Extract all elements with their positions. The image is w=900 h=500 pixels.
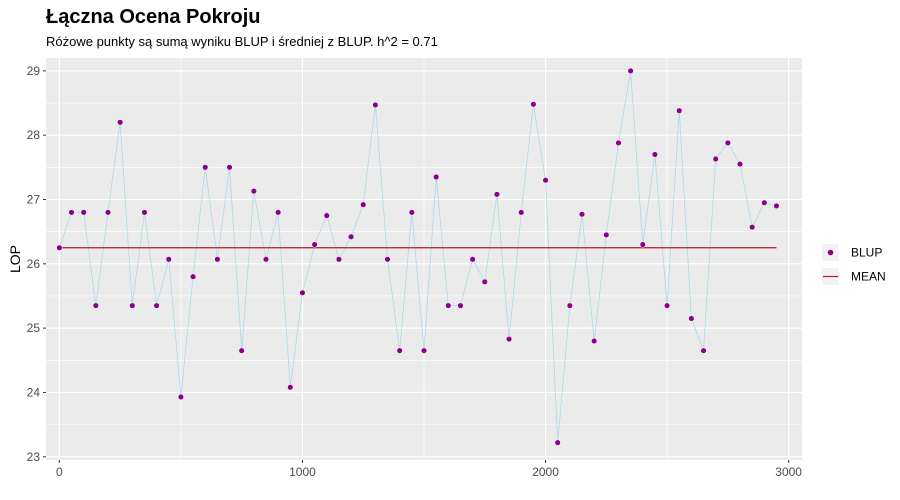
legend-point-symbol xyxy=(827,249,834,256)
series-layer xyxy=(56,67,780,446)
blup-point xyxy=(554,439,561,446)
blup-point xyxy=(250,188,257,195)
blup-point xyxy=(518,209,525,216)
blup-point xyxy=(469,256,476,263)
blup-point xyxy=(506,336,513,343)
blup-point xyxy=(639,241,646,248)
blup-point xyxy=(542,177,549,184)
y-tick-label: 26 xyxy=(27,257,41,271)
y-axis-title: LOP xyxy=(7,245,23,273)
legend: BLUP MEAN xyxy=(822,244,886,285)
blup-point xyxy=(299,289,306,296)
y-tick-label: 23 xyxy=(27,450,41,464)
blup-point xyxy=(335,256,342,263)
y-tick-label: 28 xyxy=(27,128,41,142)
blup-point xyxy=(445,302,452,309)
blup-point xyxy=(724,139,731,146)
blup-point xyxy=(773,202,780,209)
x-tick-label: 2000 xyxy=(532,465,559,479)
blup-point xyxy=(396,347,403,354)
blup-point xyxy=(56,244,63,251)
blup-point xyxy=(676,107,683,114)
blup-point xyxy=(214,256,221,263)
blup-point xyxy=(92,302,99,309)
blup-point xyxy=(712,155,719,163)
blup-point xyxy=(384,256,391,263)
blup-point xyxy=(615,139,622,146)
blup-point xyxy=(287,384,294,391)
blup-point xyxy=(177,393,184,401)
blup-point xyxy=(68,209,75,216)
blup-point xyxy=(360,201,367,208)
blup-point xyxy=(104,209,112,216)
blup-point xyxy=(153,302,160,309)
legend-label: BLUP xyxy=(851,246,882,260)
blup-point xyxy=(117,119,124,126)
blup-point xyxy=(238,347,245,354)
y-tick-label: 27 xyxy=(27,193,41,207)
blup-point xyxy=(226,164,233,171)
blup-point xyxy=(323,212,330,219)
blup-point xyxy=(275,209,282,216)
blup-point xyxy=(481,278,488,285)
y-tick-label: 29 xyxy=(27,64,41,78)
blup-point xyxy=(372,101,379,109)
blup-point xyxy=(700,347,707,354)
blup-point xyxy=(311,241,318,248)
axes: 23 24 25 26 27 28 29 0 1000 2000 3000 xyxy=(27,64,803,479)
blup-point xyxy=(603,231,610,238)
blup-point xyxy=(591,337,598,345)
blup-point xyxy=(165,256,172,263)
x-tick-label: 3000 xyxy=(775,465,802,479)
x-tick-label: 1000 xyxy=(289,465,316,479)
blup-point xyxy=(664,302,671,309)
legend-label: MEAN xyxy=(851,270,886,284)
blup-point xyxy=(578,211,586,218)
blup-point xyxy=(749,224,756,231)
chart-title: Łączna Ocena Pokroju xyxy=(46,6,261,28)
blup-point xyxy=(433,173,440,181)
blup-point xyxy=(457,302,464,309)
y-tick-label: 24 xyxy=(27,385,41,399)
blup-connecting-line xyxy=(59,70,777,443)
blup-point xyxy=(761,199,768,206)
blup-point xyxy=(688,315,695,322)
chart-subtitle: Różowe punkty są sumą wyniku BLUP i śred… xyxy=(46,34,438,49)
blup-point xyxy=(566,302,573,309)
blup-point xyxy=(262,256,270,263)
blup-point xyxy=(651,151,658,158)
blup-point xyxy=(420,347,428,354)
blup-point xyxy=(348,233,355,240)
blup-point xyxy=(408,209,415,216)
blup-point xyxy=(627,67,634,74)
blup-point xyxy=(190,273,197,280)
blup-point xyxy=(141,209,148,216)
blup-point xyxy=(736,161,744,168)
blup-point xyxy=(129,302,136,309)
blup-point xyxy=(202,164,209,171)
blup-point xyxy=(530,101,537,108)
blup-point xyxy=(493,191,500,198)
y-tick-label: 25 xyxy=(27,321,41,335)
blup-point xyxy=(80,209,87,216)
x-tick-label: 0 xyxy=(56,465,63,479)
